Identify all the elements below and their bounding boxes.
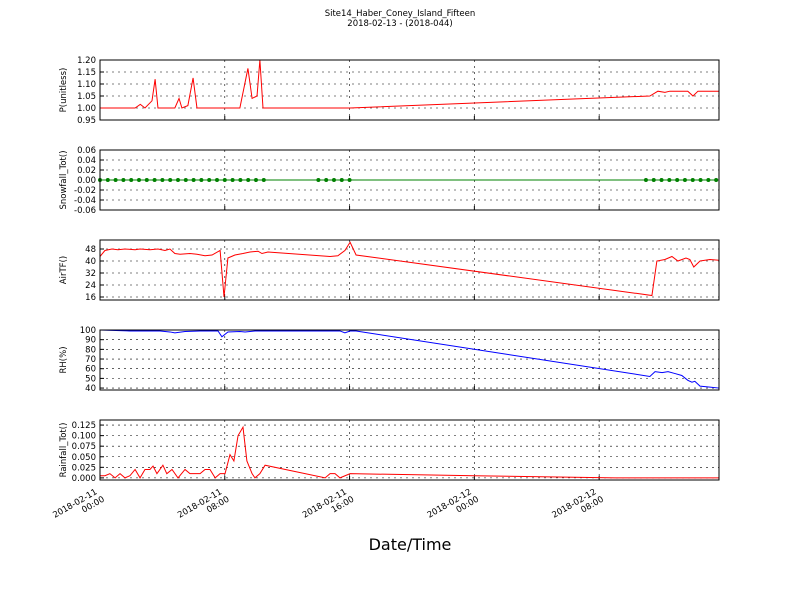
data-point	[347, 178, 352, 182]
data-point	[261, 178, 266, 182]
data-point	[230, 178, 235, 182]
y-tick-label: 24	[85, 281, 96, 291]
y-tick-label: 1.05	[77, 92, 96, 102]
y-tick-label: 60	[85, 365, 96, 375]
y-tick-label: -0.02	[74, 186, 96, 196]
y-tick-label: -0.04	[74, 196, 96, 206]
data-point	[214, 178, 219, 182]
figure-subtitle: 2018-02-13 - (2018-044)	[347, 19, 452, 29]
data-point	[238, 178, 243, 182]
data-point	[129, 178, 134, 182]
data-point	[152, 178, 157, 182]
data-point	[651, 178, 656, 182]
y-tick-label: 0.125	[72, 421, 96, 431]
data-point	[675, 178, 680, 182]
y-tick-label: 0.075	[72, 442, 96, 452]
y-tick-label: 40	[85, 384, 96, 394]
data-point	[659, 178, 664, 182]
data-point	[316, 178, 321, 182]
x-axis-label: Date/Time	[369, 535, 452, 554]
y-tick-label: 0.100	[72, 432, 96, 442]
y-tick-label: -0.06	[74, 206, 96, 216]
data-point	[698, 178, 703, 182]
y-tick-label: 0.95	[77, 116, 96, 126]
data-point	[144, 178, 149, 182]
y-tick-label: 40	[85, 257, 96, 267]
data-point	[121, 178, 126, 182]
data-line	[100, 425, 719, 479]
y-tick-label: 16	[85, 293, 96, 303]
data-point	[682, 178, 687, 182]
plot-frame	[99, 239, 720, 301]
data-point	[253, 178, 258, 182]
plot-frame	[99, 59, 720, 121]
plot-frame	[99, 329, 720, 391]
data-line	[100, 59, 719, 109]
y-tick-label: 0.00	[77, 176, 96, 186]
data-point	[207, 178, 212, 182]
y-axis-label: Rainfall_Tot()	[59, 423, 69, 478]
y-tick-label: 80	[85, 345, 96, 355]
y-tick-label: 100	[80, 326, 96, 336]
y-tick-label: 0.000	[72, 474, 96, 484]
y-tick-label: 0.050	[72, 453, 96, 463]
data-point	[339, 178, 344, 182]
y-tick-label: 50	[85, 374, 96, 384]
data-point	[714, 178, 719, 182]
y-tick-label: 1.15	[77, 68, 96, 78]
y-tick-label: 0.04	[77, 156, 96, 166]
data-point	[199, 178, 204, 182]
y-tick-label: 70	[85, 355, 96, 365]
data-point	[324, 178, 329, 182]
data-point	[160, 178, 165, 182]
data-point	[183, 178, 188, 182]
y-axis-label: Snowfall_Tot()	[59, 150, 69, 209]
data-point	[331, 178, 336, 182]
y-tick-label: 0.06	[77, 146, 96, 156]
y-axis-label: AirTF()	[59, 256, 69, 284]
data-line	[99, 329, 720, 389]
data-point	[175, 178, 180, 182]
data-point	[168, 178, 173, 182]
y-tick-label: 48	[85, 245, 96, 255]
data-point	[136, 178, 141, 182]
data-point	[191, 178, 196, 182]
y-tick-label: 0.02	[77, 166, 96, 176]
plot-frame	[99, 149, 720, 211]
data-point	[113, 178, 118, 182]
data-point	[246, 178, 251, 182]
y-axis-label: RH(%)	[59, 346, 69, 373]
data-point	[667, 178, 672, 182]
data-point	[706, 178, 711, 182]
y-axis-label: P(unitless)	[59, 68, 69, 113]
data-point	[690, 178, 695, 182]
data-point	[643, 178, 648, 182]
data-point	[105, 178, 110, 182]
y-tick-label: 90	[85, 336, 96, 346]
figure-title: Site14_Haber_Coney_Island_Fifteen	[325, 9, 476, 19]
data-point	[222, 178, 227, 182]
plot-frame	[99, 419, 720, 481]
y-tick-label: 1.10	[77, 80, 96, 90]
data-line	[99, 241, 720, 298]
y-tick-label: 0.025	[72, 463, 96, 473]
y-tick-label: 1.00	[77, 104, 96, 114]
y-tick-label: 32	[85, 269, 96, 279]
y-tick-label: 1.20	[77, 56, 96, 66]
